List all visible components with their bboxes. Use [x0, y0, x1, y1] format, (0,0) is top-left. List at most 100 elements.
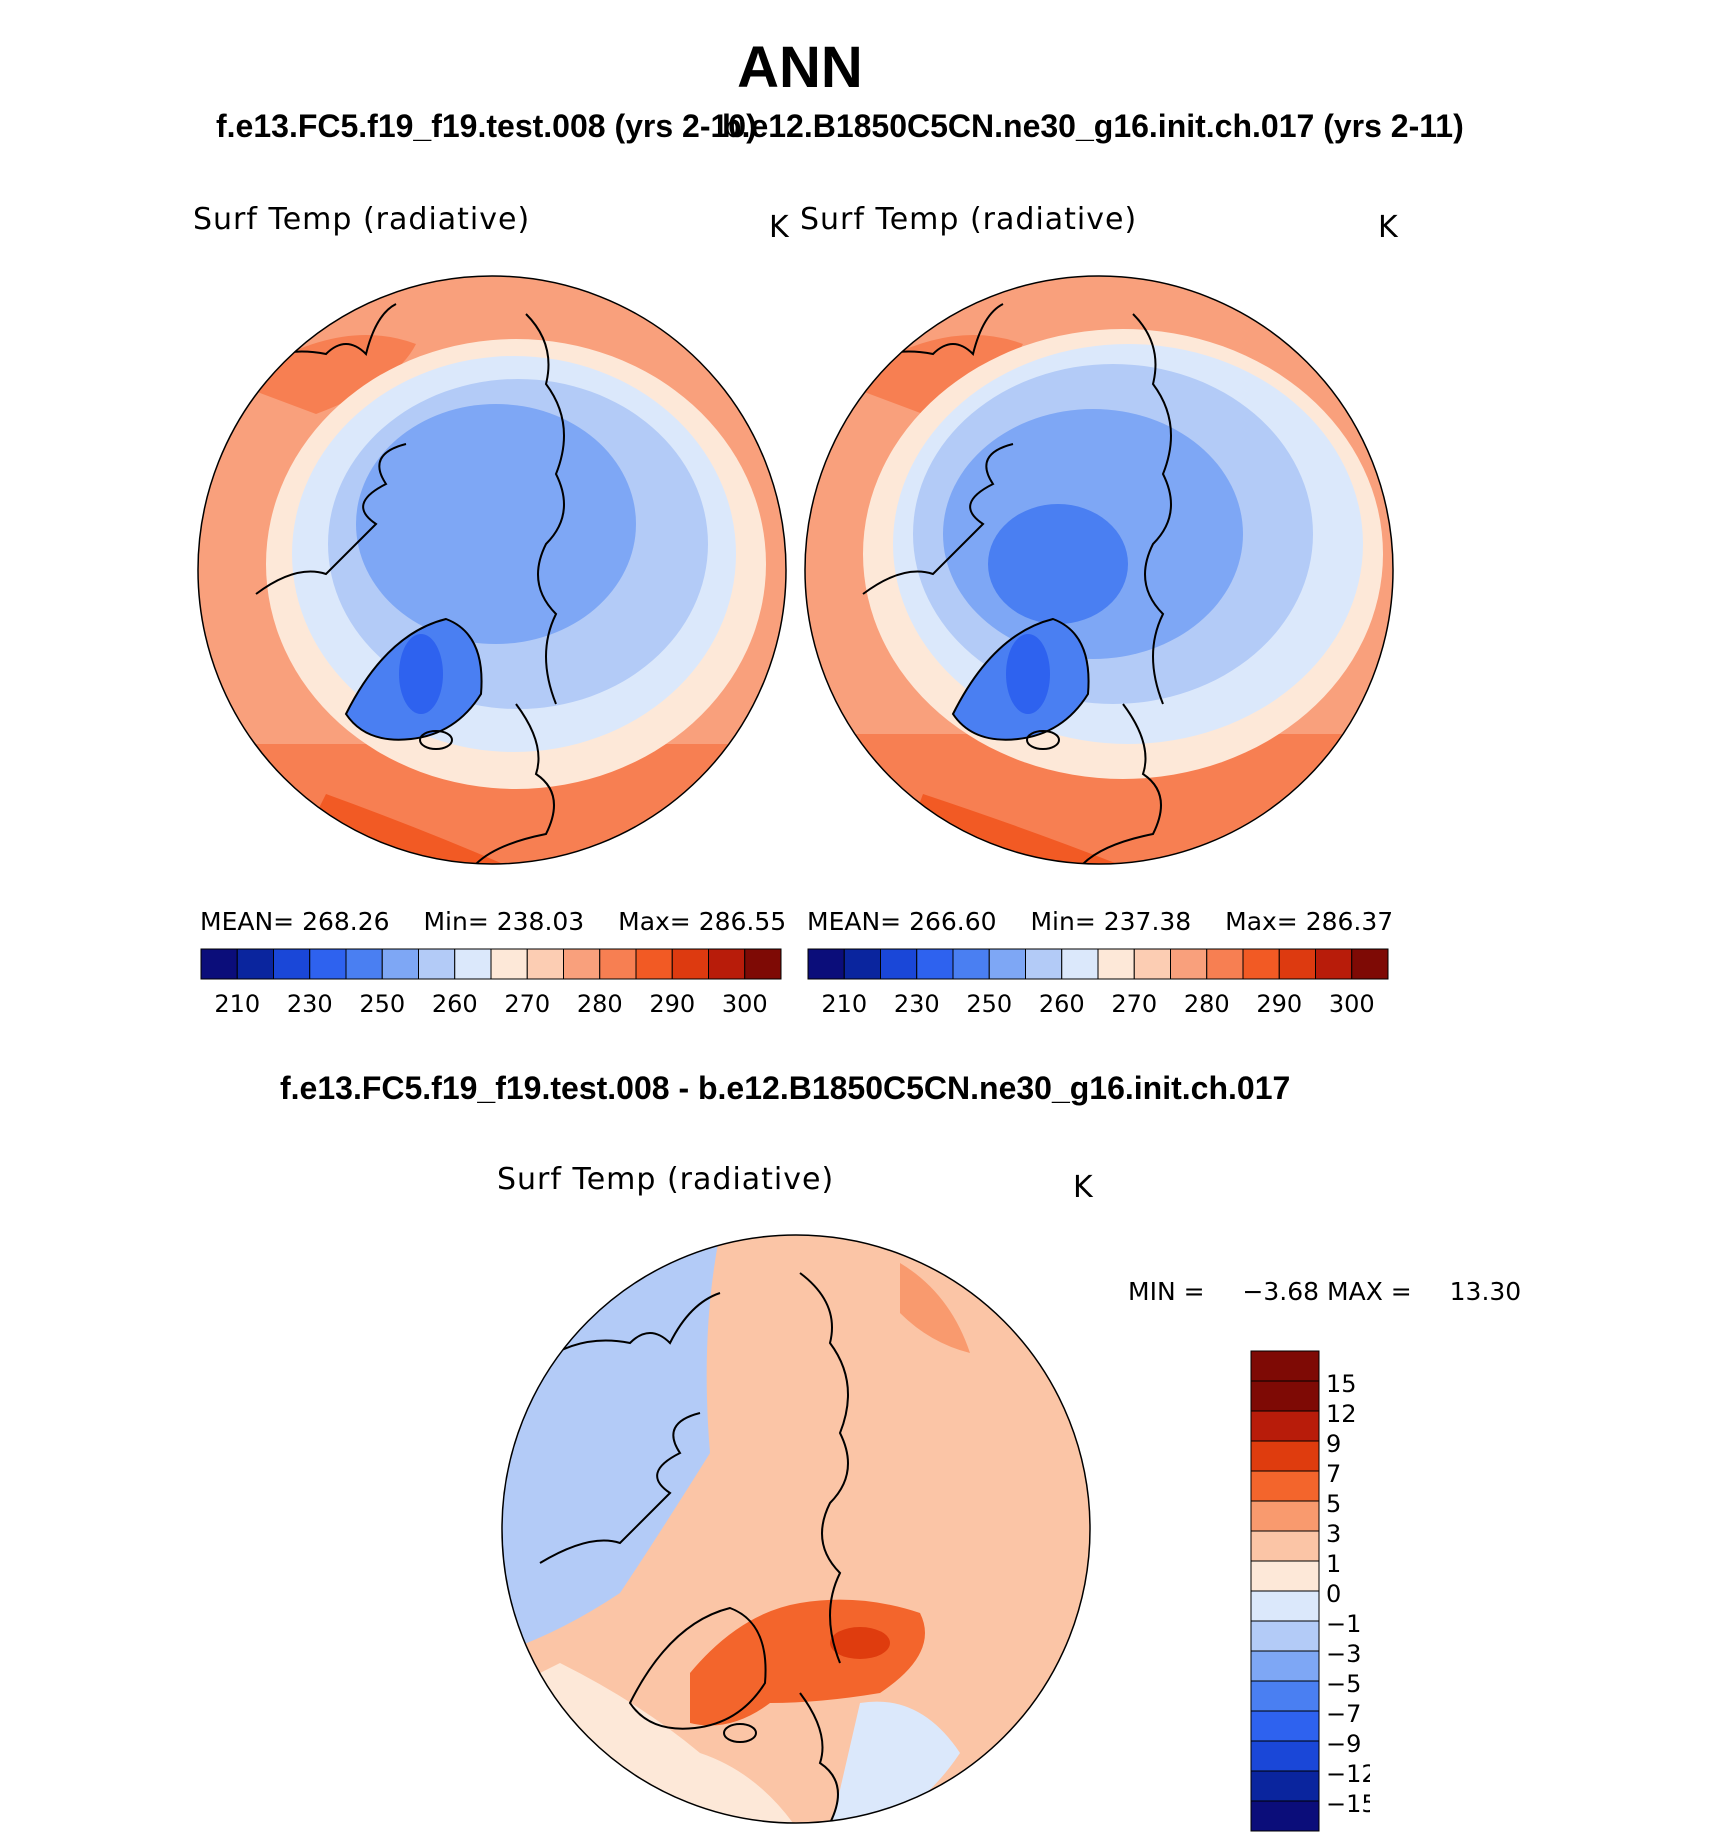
panel2-colorbar-swatch: [1133, 948, 1171, 980]
panel1-stats: MEAN= 268.26 Min= 238.03 Max= 286.55: [200, 907, 786, 936]
panel3-se-cool: [830, 1701, 960, 1823]
panel2-iceland: [1026, 730, 1060, 750]
panel2-colorbar-swatch: [1061, 948, 1099, 980]
panel3-coast-5: [799, 1692, 839, 1823]
panel1-iceland: [419, 730, 453, 750]
panel3-colorbar-swatch: [1250, 1710, 1320, 1742]
panel3-max-label: MAX =: [1327, 1277, 1412, 1306]
panel1-coast-2: [525, 313, 565, 705]
panel2-min-label: Min=: [1030, 907, 1096, 936]
panel1-colorbar-swatch: [273, 948, 311, 980]
panel1-min-value: 238.03: [496, 907, 585, 936]
panel3-colorbar-tick-label: −12: [1326, 1760, 1370, 1788]
panel2-max-label: Max=: [1225, 907, 1298, 936]
panel1-colorbar-swatch: [599, 948, 637, 980]
panel1-min-label: Min=: [423, 907, 489, 936]
panel1-mean-value: 268.26: [302, 907, 390, 936]
panel3-colorbar-tick-label: 12: [1326, 1400, 1357, 1428]
panel1-colorbar-swatch: [708, 948, 746, 980]
panel3-colorbar-swatch: [1250, 1650, 1320, 1682]
case2-header: b.e12.B1850C5CN.ne30_g16.init.ch.017 (yr…: [722, 108, 1464, 144]
panel1-field-title: Surf Temp (radiative): [193, 202, 531, 237]
panel3-colorbar-swatch: [1250, 1440, 1320, 1472]
panel3-coast-2: [799, 1272, 849, 1664]
diff-header: f.e13.FC5.f19_f19.test.008 - b.e12.B1850…: [280, 1070, 1291, 1106]
panel1-colorbar-swatch: [635, 948, 673, 980]
panel1-colorbar-swatch: [200, 948, 238, 980]
panel2-pole-cold: [988, 504, 1128, 624]
panel2-coast-5: [1082, 703, 1162, 864]
panel3-colorbar-swatch: [1250, 1770, 1320, 1802]
panel3-min-value: −3.68: [1242, 1277, 1320, 1306]
panel1-colorbar-tick-label: 210: [214, 990, 260, 1018]
panel2-mean-value: 266.60: [909, 907, 997, 936]
panel2-colorbar-swatch: [1170, 948, 1208, 980]
panel3-colorbar-swatch: [1250, 1350, 1320, 1382]
panel2-colorbar-swatch: [843, 948, 881, 980]
panel2-colorbar-swatch: [1206, 948, 1244, 980]
panel1-colorbar-swatch: [526, 948, 564, 980]
panel2-max-value: 286.37: [1305, 907, 1394, 936]
panel2-colorbar-swatch: [1025, 948, 1063, 980]
panel1-colorbar-swatch: [454, 948, 492, 980]
panel2-colorbar-swatch: [988, 948, 1026, 980]
panel1-ring-255: [356, 404, 636, 644]
panel2-units: K: [1378, 210, 1399, 245]
panel2-stats: MEAN= 266.60 Min= 237.38 Max= 286.37: [807, 907, 1393, 936]
panel3-colorbar-tick-label: −7: [1326, 1700, 1361, 1728]
case1-header: f.e13.FC5.f19_f19.test.008 (yrs 2-10): [216, 108, 757, 144]
panel3-colorbar-tick-label: −3: [1326, 1640, 1361, 1668]
panel2-polar-map: [804, 275, 1394, 865]
panel3-colorbar-swatch: [1250, 1590, 1320, 1622]
page-title: ANN: [737, 35, 863, 100]
panel1-colorbar-tick-label: 250: [359, 990, 405, 1018]
panel1-colorbar-swatch: [744, 948, 782, 980]
panel1-colorbar-swatch: [418, 948, 456, 980]
panel1-colorbar-swatch: [236, 948, 274, 980]
panel1-colorbar-swatch: [309, 948, 347, 980]
panel2-colorbar-tick-label: 290: [1256, 990, 1302, 1018]
panel3-colorbar-swatch: [1250, 1560, 1320, 1592]
panel3-warm-peak: [830, 1627, 890, 1659]
panel2-mean-label: MEAN=: [807, 907, 902, 936]
panel3-coast-3: [628, 1606, 767, 1730]
panel1-colorbar: 210 230 250 260 270 280 290 300: [200, 948, 782, 1018]
panel1-colorbar-tick-label: 260: [432, 990, 478, 1018]
panel1-colorbar-tick-label: 290: [649, 990, 695, 1018]
panel2-colorbar-tick-label: 210: [821, 990, 867, 1018]
panel1-coast-3: [344, 617, 483, 741]
panel2-colorbar-swatch: [807, 948, 845, 980]
panel2-min-value: 237.38: [1103, 907, 1192, 936]
panel2-colorbar-swatch: [1097, 948, 1135, 980]
panel2-colorbar-swatch: [1351, 948, 1389, 980]
panel1-hot-nw: [236, 335, 416, 414]
panel3-colorbar-tick-label: 9: [1326, 1430, 1341, 1458]
panel3-coast-4: [539, 1412, 701, 1564]
panel3-colorbar-tick-label: −5: [1326, 1670, 1361, 1698]
panel1-colorbar-tick-label: 280: [577, 990, 623, 1018]
panel3-polar-map: [501, 1234, 1091, 1824]
panel2-coast-2: [1132, 313, 1172, 705]
panel2-colorbar-tick-label: 230: [894, 990, 940, 1018]
panel1-colorbar-tick-label: 270: [504, 990, 550, 1018]
panel3-colorbar-swatch: [1250, 1530, 1320, 1562]
panel2-colorbar-tick-label: 260: [1039, 990, 1085, 1018]
panel3-max-value: 13.30: [1449, 1277, 1522, 1306]
panel1-colorbar-swatch: [345, 948, 383, 980]
panel3-stats: MIN = −3.68 MAX = 13.30: [1128, 1277, 1521, 1306]
panel2-colorbar-swatch: [1315, 948, 1353, 980]
panel3-colorbar-tick-label: 5: [1326, 1490, 1341, 1518]
panel3-colorbar-swatch: [1250, 1620, 1320, 1652]
panel2-colorbar-tick-label: 250: [966, 990, 1012, 1018]
panel1-units: K: [769, 210, 790, 245]
panel1-coast-4: [255, 443, 407, 595]
panel2-colorbar-swatch: [880, 948, 918, 980]
panel1-colorbar-swatch: [563, 948, 601, 980]
panel2-colorbar: 210 230 250 260 270 280 290 300: [807, 948, 1389, 1018]
panel2-colorbar-swatch: [1242, 948, 1280, 980]
panel3-ne-warm: [900, 1263, 970, 1353]
panel2-coast-4: [862, 443, 1014, 595]
panel3-colorbar-tick-label: 0: [1326, 1580, 1341, 1608]
panel3-colorbar-swatch: [1250, 1470, 1320, 1502]
